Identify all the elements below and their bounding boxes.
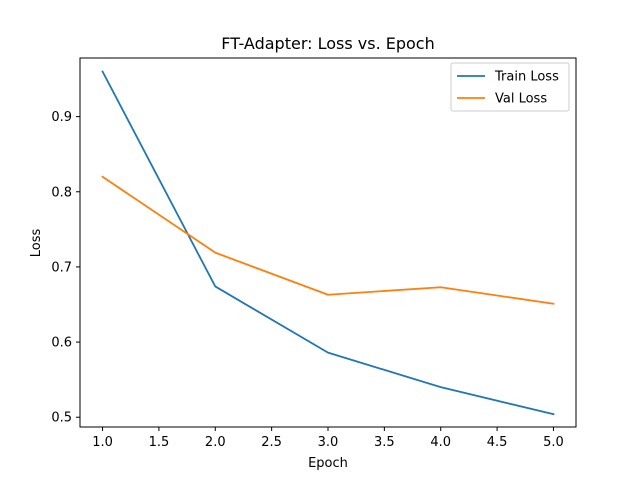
x-tick-label: 4.5 bbox=[487, 435, 508, 450]
legend: Train Loss Val Loss bbox=[450, 62, 570, 112]
x-tick-label: 3.0 bbox=[318, 435, 339, 450]
y-tick-label: 0.6 bbox=[51, 336, 72, 351]
x-axis-label: Epoch bbox=[308, 456, 348, 471]
y-tick-label: 0.9 bbox=[51, 110, 72, 125]
series-line-val-loss bbox=[101, 175, 555, 305]
legend-label: Val Loss bbox=[495, 92, 547, 107]
legend-box bbox=[450, 62, 570, 112]
y-tick-label: 0.7 bbox=[51, 260, 72, 275]
series-line-train-loss bbox=[101, 70, 555, 416]
x-tick-label: 3.5 bbox=[374, 435, 395, 450]
x-tick-label: 4.0 bbox=[430, 435, 451, 450]
x-tick-label: 2.5 bbox=[261, 435, 282, 450]
y-axis-label: Loss bbox=[29, 229, 44, 258]
legend-label: Train Loss bbox=[494, 70, 559, 85]
y-tick-label: 0.8 bbox=[51, 185, 72, 200]
x-tick-label: 1.0 bbox=[92, 435, 113, 450]
x-tick-label: 5.0 bbox=[543, 435, 564, 450]
plot-frame bbox=[79, 57, 577, 428]
x-tick-label: 2.0 bbox=[205, 435, 226, 450]
series-lines bbox=[101, 70, 555, 416]
chart-title: FT-Adapter: Loss vs. Epoch bbox=[221, 34, 434, 53]
x-axis: 1.0 1.5 2.0 2.5 3.0 3.5 4.0 4.5 5.0 bbox=[92, 427, 564, 450]
y-axis: 0.5 0.6 0.7 0.8 0.9 bbox=[51, 110, 80, 426]
x-tick-label: 1.5 bbox=[149, 435, 170, 450]
y-tick-label: 0.5 bbox=[51, 411, 72, 426]
